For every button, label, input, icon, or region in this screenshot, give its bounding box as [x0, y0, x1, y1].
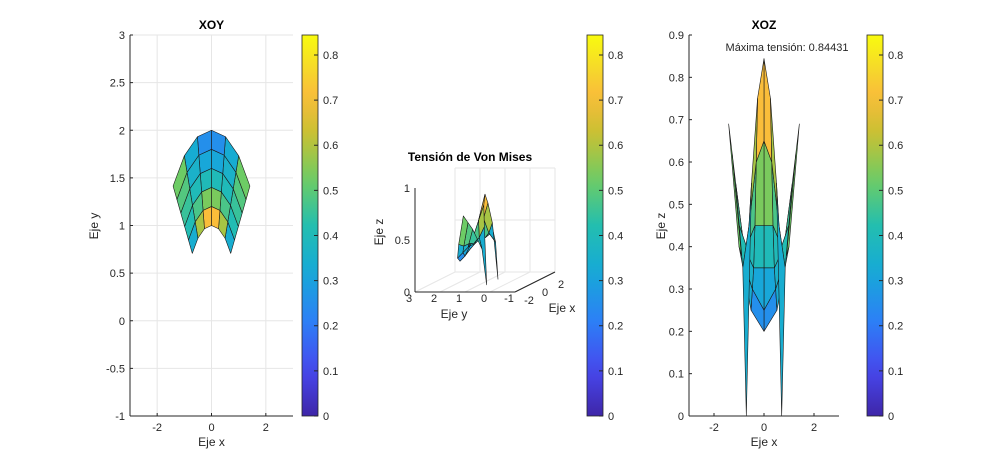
colorbar	[301, 34, 319, 417]
colorbar-tick-label: 0.6	[888, 140, 903, 152]
y-tick-label: 0.9	[669, 30, 684, 42]
y-tick-label: -1	[504, 293, 514, 305]
y-tick-label: 1	[119, 221, 125, 233]
colorbar-tick-label: 0.1	[608, 366, 623, 378]
colorbar-tick-label: 0.4	[608, 230, 623, 242]
y-tick-label: 0.5	[110, 268, 125, 280]
colorbar	[866, 34, 884, 417]
z-tick-label: 0.5	[395, 235, 410, 247]
colorbar-tick-label: 0	[888, 411, 894, 423]
y-tick-label: 1	[456, 293, 462, 305]
colorbar-tick-label: 0.7	[323, 95, 338, 107]
surface-cell	[753, 225, 765, 269]
x-tick-label: 0	[542, 287, 548, 299]
y-tick-label: 2	[431, 293, 437, 305]
grid-line	[489, 271, 531, 293]
surface-cell	[763, 225, 775, 269]
x-axis-label: Eje x	[549, 301, 576, 315]
z-tick-label: 0	[404, 287, 410, 299]
xoy-plot: -2 0 2 -1 -0.5 0 0.5 1 1.5 2 2.5 3 XOY Eje x Eje y 0 0.1…	[87, 18, 338, 449]
surface-cell	[742, 182, 752, 417]
colorbar-tick-label: 0.5	[323, 185, 338, 197]
colorbar-tick-label: 0.2	[888, 321, 903, 333]
y-tick-label: -1	[115, 411, 125, 423]
colorbar-tick-label: 0.7	[888, 95, 903, 107]
y-tick-label: -0.5	[106, 363, 125, 375]
colorbar-tick-label: 0.8	[323, 50, 338, 62]
surface-cell	[458, 215, 469, 247]
y-tick-label: 3	[119, 30, 125, 42]
colorbar-tick-label: 0.1	[323, 366, 338, 378]
y-axis-label: Eje y	[87, 213, 101, 240]
colorbar-tick-label: 0.8	[888, 50, 903, 62]
colorbar-tick-label: 0	[608, 411, 614, 423]
y-tick-label: 3	[406, 293, 412, 305]
y-tick-label: 2	[119, 125, 125, 137]
y-tick-label: 0.4	[669, 242, 684, 254]
y-tick-label: 0.5	[669, 199, 684, 211]
x-tick-label: 2	[811, 422, 817, 434]
y-tick-label: 0	[678, 411, 684, 423]
y-tick-label: 0.8	[669, 72, 684, 84]
chart-title: XOZ	[752, 18, 777, 32]
y-tick-label: 0.6	[669, 157, 684, 169]
y-tick-label: 0	[119, 316, 125, 328]
chart-title: Tensión de Von Mises	[408, 150, 533, 164]
y-axis-label: Eje y	[441, 307, 468, 321]
x-tick-label: -2	[524, 295, 534, 307]
y-tick-label: 2.5	[110, 78, 125, 90]
grid-line	[464, 271, 506, 293]
x-tick-label: 2	[263, 422, 269, 434]
z-axis-label: Eje z	[372, 219, 386, 246]
x-axis	[514, 271, 556, 293]
colorbar-tick-label: 0.4	[323, 230, 338, 242]
colorbar-tick-label: 0.6	[608, 140, 623, 152]
y-tick-label: 0	[481, 293, 487, 305]
grid-line	[439, 271, 481, 293]
colorbar-tick-label: 0.5	[608, 185, 623, 197]
colorbar	[586, 34, 604, 417]
colorbar-tick-label: 0.5	[888, 185, 903, 197]
chart-title: XOY	[199, 18, 224, 32]
colorbar-tick-label: 0.2	[323, 321, 338, 333]
y-axis-label: Eje z	[654, 213, 668, 240]
colorbar-tick-label: 0.6	[323, 140, 338, 152]
max-stress-annotation: Máxima tensión: 0.84431	[726, 42, 849, 54]
y-tick-label: 0.7	[669, 115, 684, 127]
y-tick-label: 0.2	[669, 326, 684, 338]
surface-cell	[488, 222, 499, 280]
x-tick-label: -2	[709, 422, 719, 434]
colorbar-tick-label: 0	[323, 411, 329, 423]
colorbar-tick-label: 0.7	[608, 95, 623, 107]
colorbar-tick-label: 0.1	[888, 366, 903, 378]
y-tick-label: 1.5	[110, 173, 125, 185]
x-axis-label: Eje x	[198, 435, 225, 449]
colorbar-tick-label: 0.3	[323, 276, 338, 288]
xoz-plot: -2 0 2 0 0.1 0.2 0.3 0.4 0.5 0.6 0.7 0.8 0.9 XOZ Máxim…	[654, 18, 903, 449]
colorbar-tick-label: 0.4	[888, 230, 903, 242]
x-tick-label: 0	[761, 422, 767, 434]
surface-cell	[172, 155, 188, 200]
colorbar-tick-label: 0.3	[608, 276, 623, 288]
y-tick-label: 0.1	[669, 369, 684, 381]
x-tick-label: 2	[558, 279, 564, 291]
z-tick-label: 1	[404, 183, 410, 195]
colorbar-tick-label: 0.2	[608, 321, 623, 333]
y-tick-label: 0.3	[669, 284, 684, 296]
x-axis-label: Eje x	[751, 435, 778, 449]
x-tick-label: -2	[152, 422, 162, 434]
colorbar-tick-label: 0.3	[888, 276, 903, 288]
colorbar-tick-label: 0.8	[608, 50, 623, 62]
surface-cell	[776, 182, 786, 417]
x-tick-label: 0	[208, 422, 214, 434]
